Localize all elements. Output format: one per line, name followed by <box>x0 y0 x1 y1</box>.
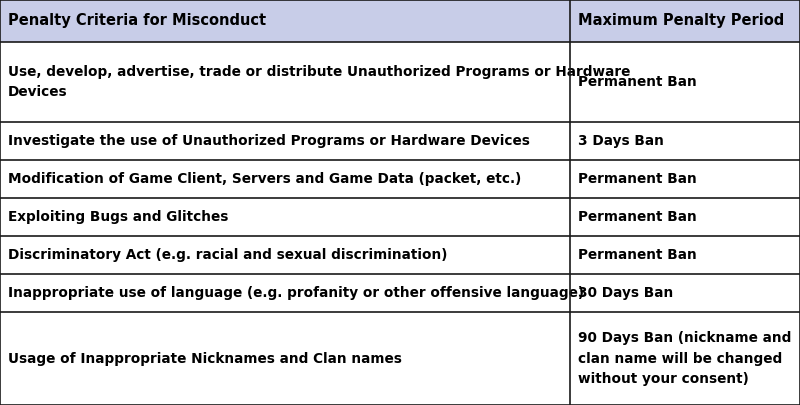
Bar <box>0 312 800 405</box>
Text: Inappropriate use of language (e.g. profanity or other offensive language): Inappropriate use of language (e.g. prof… <box>8 286 584 300</box>
Text: Use, develop, advertise, trade or distribute Unauthorized Programs or Hardware
D: Use, develop, advertise, trade or distri… <box>8 65 630 99</box>
Text: Investigate the use of Unauthorized Programs or Hardware Devices: Investigate the use of Unauthorized Prog… <box>8 134 530 148</box>
Text: Permanent Ban: Permanent Ban <box>578 210 697 224</box>
Text: Permanent Ban: Permanent Ban <box>578 75 697 89</box>
Text: 3 Days Ban: 3 Days Ban <box>578 134 664 148</box>
Bar <box>0 122 800 160</box>
Text: Exploiting Bugs and Glitches: Exploiting Bugs and Glitches <box>8 210 228 224</box>
Text: Usage of Inappropriate Nicknames and Clan names: Usage of Inappropriate Nicknames and Cla… <box>8 352 402 365</box>
Bar <box>0 236 800 274</box>
Text: 90 Days Ban (nickname and
clan name will be changed
without your consent): 90 Days Ban (nickname and clan name will… <box>578 331 791 386</box>
Text: Permanent Ban: Permanent Ban <box>578 172 697 186</box>
Bar <box>0 160 800 198</box>
Bar <box>0 274 800 312</box>
Bar <box>0 0 800 42</box>
Text: Modification of Game Client, Servers and Game Data (packet, etc.): Modification of Game Client, Servers and… <box>8 172 522 186</box>
Text: Penalty Criteria for Misconduct: Penalty Criteria for Misconduct <box>8 13 266 28</box>
Text: 30 Days Ban: 30 Days Ban <box>578 286 674 300</box>
Bar <box>0 198 800 236</box>
Text: Discriminatory Act (e.g. racial and sexual discrimination): Discriminatory Act (e.g. racial and sexu… <box>8 248 447 262</box>
Bar <box>0 42 800 122</box>
Text: Maximum Penalty Period: Maximum Penalty Period <box>578 13 784 28</box>
Text: Permanent Ban: Permanent Ban <box>578 248 697 262</box>
